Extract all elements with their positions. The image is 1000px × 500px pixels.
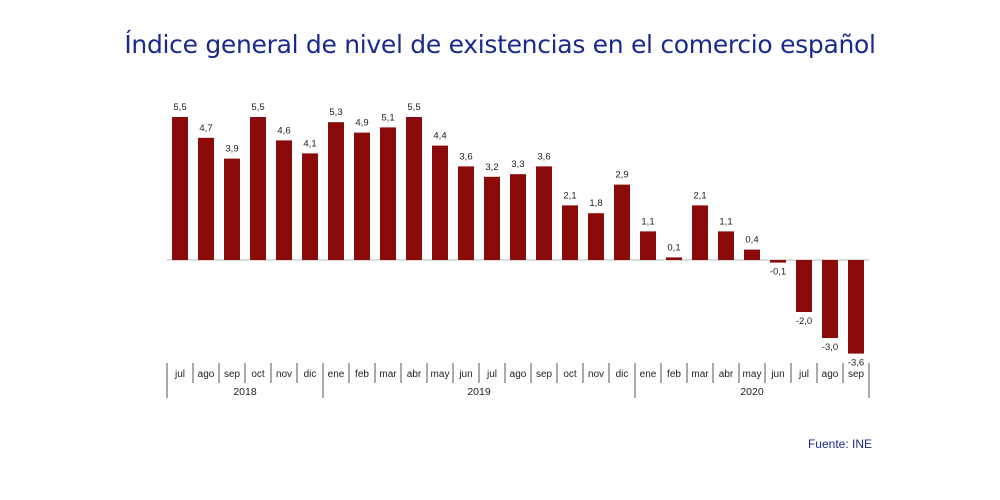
x-tick-label: dic bbox=[304, 369, 317, 380]
x-tick-label: oct bbox=[563, 369, 577, 380]
bar bbox=[614, 184, 630, 260]
data-label: 3,2 bbox=[485, 162, 498, 173]
bar bbox=[666, 257, 682, 260]
data-label: 5,1 bbox=[381, 112, 394, 123]
data-label: 2,1 bbox=[693, 190, 706, 201]
x-tick-label: abr bbox=[407, 369, 422, 380]
data-label: 3,3 bbox=[511, 159, 524, 170]
bar bbox=[172, 117, 188, 260]
bar bbox=[510, 174, 526, 260]
data-label: -3,6 bbox=[848, 358, 864, 369]
data-label: 5,5 bbox=[407, 102, 420, 113]
x-tick-label: sep bbox=[848, 369, 865, 380]
bar bbox=[822, 260, 838, 338]
data-label: -2,0 bbox=[796, 316, 812, 327]
x-tick-label: mar bbox=[379, 369, 397, 380]
x-tick-label: sep bbox=[224, 369, 241, 380]
bar bbox=[250, 117, 266, 260]
bar bbox=[536, 166, 552, 260]
x-tick-label: may bbox=[431, 369, 450, 380]
data-label: 1,1 bbox=[641, 216, 654, 227]
bar bbox=[380, 127, 396, 261]
bar bbox=[848, 260, 864, 354]
data-label: 4,9 bbox=[355, 118, 368, 129]
bar bbox=[276, 140, 292, 260]
data-label: 0,4 bbox=[745, 235, 758, 246]
year-label: 2018 bbox=[233, 386, 257, 398]
x-tick-label: abr bbox=[719, 369, 734, 380]
x-tick-label: jun bbox=[458, 369, 472, 380]
data-label: 5,5 bbox=[251, 102, 264, 113]
source-note: Fuente: INE bbox=[807, 437, 872, 451]
chart-title: Índice general de nivel de existencias e… bbox=[124, 30, 876, 59]
x-tick-label: feb bbox=[667, 369, 681, 380]
x-tick-label: nov bbox=[588, 369, 604, 380]
x-tick-label: jul bbox=[798, 369, 809, 380]
data-label: 3,6 bbox=[537, 151, 550, 162]
year-label: 2019 bbox=[467, 386, 491, 398]
bar bbox=[224, 158, 240, 260]
x-tick-label: feb bbox=[355, 369, 369, 380]
x-tick-label: ene bbox=[640, 369, 657, 380]
bar bbox=[744, 249, 760, 260]
x-tick-label: oct bbox=[251, 369, 265, 380]
bar bbox=[484, 176, 500, 260]
x-tick-label: sep bbox=[536, 369, 553, 380]
bar bbox=[588, 213, 604, 260]
data-label: -3,0 bbox=[822, 342, 838, 353]
data-label: 4,6 bbox=[277, 125, 290, 136]
data-label: 5,3 bbox=[329, 107, 342, 118]
data-label: 4,4 bbox=[433, 131, 446, 142]
data-label: 0,1 bbox=[667, 242, 680, 253]
data-label: 1,1 bbox=[719, 216, 732, 227]
x-tick-label: dic bbox=[616, 369, 629, 380]
x-tick-label: ago bbox=[198, 369, 215, 380]
x-tick-label: jun bbox=[770, 369, 784, 380]
bar bbox=[198, 137, 214, 260]
data-label: 2,1 bbox=[563, 190, 576, 201]
bar bbox=[562, 205, 578, 260]
bar bbox=[458, 166, 474, 260]
x-tick-label: ago bbox=[510, 369, 527, 380]
x-tick-label: may bbox=[743, 369, 762, 380]
x-tick-label: mar bbox=[691, 369, 709, 380]
data-label: 1,8 bbox=[589, 198, 602, 209]
data-label: 4,7 bbox=[199, 123, 212, 134]
bar bbox=[406, 117, 422, 260]
x-tick-label: jul bbox=[174, 369, 185, 380]
year-label: 2020 bbox=[740, 386, 764, 398]
bar bbox=[328, 122, 344, 260]
bar bbox=[770, 260, 786, 263]
bar bbox=[692, 205, 708, 260]
bar bbox=[640, 231, 656, 260]
data-label: 3,6 bbox=[459, 151, 472, 162]
data-label: 3,9 bbox=[225, 144, 238, 155]
data-label: -0,1 bbox=[770, 267, 786, 278]
bar bbox=[796, 260, 812, 312]
x-tick-label: nov bbox=[276, 369, 292, 380]
x-tick-label: jul bbox=[486, 369, 497, 380]
bar bbox=[354, 132, 370, 260]
bar bbox=[718, 231, 734, 260]
data-label: 4,1 bbox=[303, 138, 316, 149]
bar bbox=[302, 153, 318, 260]
x-tick-label: ago bbox=[822, 369, 839, 380]
x-tick-label: ene bbox=[328, 369, 345, 380]
data-label: 5,5 bbox=[173, 102, 186, 113]
data-label: 2,9 bbox=[615, 170, 628, 181]
bar bbox=[432, 145, 448, 260]
